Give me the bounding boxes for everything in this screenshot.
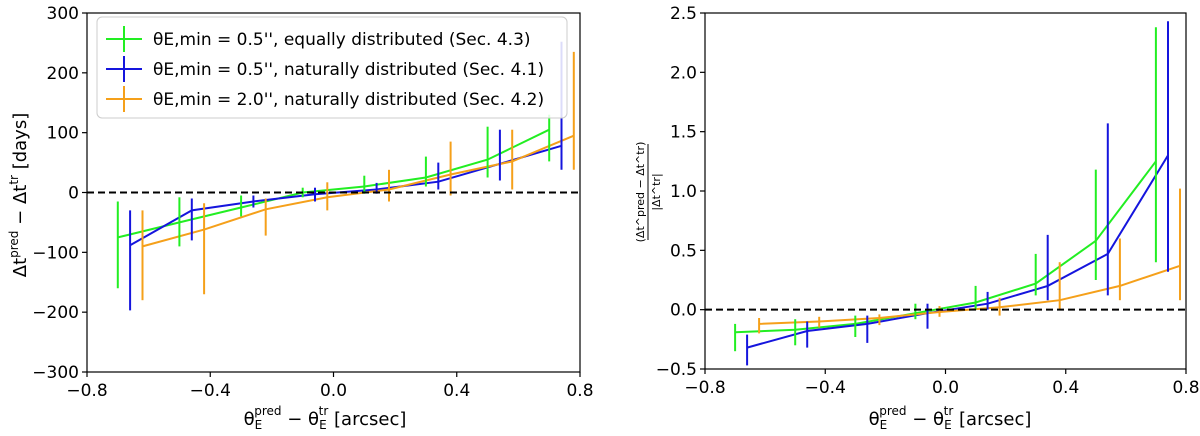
right-error-bars <box>734 21 1181 366</box>
left-axes: −0.8 −0.4 0.0 0.4 0.8 −300 −200 −100 0 100 200 300 <box>32 4 593 401</box>
left-xtick-label-4: 0.4 <box>443 381 470 401</box>
left-series-lines <box>117 128 575 248</box>
left-xtick-label-3: 0.0 <box>320 381 347 401</box>
left-xtick-label-2: −0.4 <box>190 381 231 401</box>
right-series-3-line <box>759 264 1181 325</box>
legend-label-3: θE,min = 2.0'', naturally distributed (S… <box>153 90 544 110</box>
right-ylabel-denominator: |Δt^tr| <box>650 173 663 210</box>
left-ytick-label-5: 100 <box>47 124 79 144</box>
left-legend: θE,min = 0.5'', equally distributed (Sec… <box>96 16 568 119</box>
right-series-lines <box>735 154 1181 349</box>
right-plot-frame <box>704 12 1187 370</box>
left-ytick-label-2: −200 <box>32 303 79 323</box>
right-ytick-label-3: 0.5 <box>670 241 697 261</box>
legend-label-1: θE,min = 0.5'', equally distributed (Sec… <box>153 30 531 50</box>
right-ylabel: (Δt^pred − Δt^tr) |Δt^tr| <box>634 142 663 243</box>
left-series-3-line <box>142 134 575 248</box>
right-chart: −0.8 −0.4 0.0 0.4 0.8−0.50.00.51.01.52.02.5 … <box>634 4 1200 432</box>
left-series-1-line <box>117 128 550 239</box>
left-ylabel: Δtpred − Δttr [days] <box>7 113 31 277</box>
right-ytick-label-1: −0.5 <box>656 360 697 380</box>
right-xtick-label-1: −0.8 <box>684 378 725 398</box>
right-xtick-label-3: 0.0 <box>932 378 959 398</box>
left-ytick-label-1: −300 <box>32 363 79 383</box>
right-ylabel-numerator: (Δt^pred − Δt^tr) <box>634 142 647 243</box>
left-xlabel: θEpred − θEtr [arcsec] <box>244 404 407 432</box>
right-series-1-line <box>735 160 1157 334</box>
left-ytick-label-4: 0 <box>68 184 79 204</box>
right-axes: −0.8 −0.4 0.0 0.4 0.8 −0.5 0.0 0.5 1.0 1.5 2.0 2.5 <box>656 4 1200 398</box>
left-ytick-label-7: 300 <box>47 4 79 24</box>
left-ytick-label-3: −100 <box>32 243 79 263</box>
right-ytick-label-4: 1.0 <box>670 182 697 202</box>
right-xtick-label-4: 0.4 <box>1052 378 1079 398</box>
legend-label-2: θE,min = 0.5'', naturally distributed (S… <box>153 60 544 80</box>
legend-box <box>96 16 568 119</box>
right-xtick-label-2: −0.4 <box>805 378 846 398</box>
right-ytick-label-6: 2.0 <box>670 63 697 83</box>
left-ytick-label-6: 200 <box>47 64 79 84</box>
left-xtick-label-1: −0.8 <box>66 381 107 401</box>
right-series-2-line <box>746 154 1169 349</box>
left-chart: −0.8 −0.4 0.0 0.4 0.8−300−200−1000100200300 … <box>7 4 594 432</box>
right-ytick-label-5: 1.5 <box>670 123 697 143</box>
right-ytick-label-7: 2.5 <box>670 4 697 24</box>
right-xlabel: θEpred − θEtr [arcsec] <box>869 404 1032 432</box>
right-ytick-label-2: 0.0 <box>670 301 697 321</box>
right-xtick-label-5: 0.8 <box>1172 378 1199 398</box>
left-xtick-label-5: 0.8 <box>566 381 593 401</box>
